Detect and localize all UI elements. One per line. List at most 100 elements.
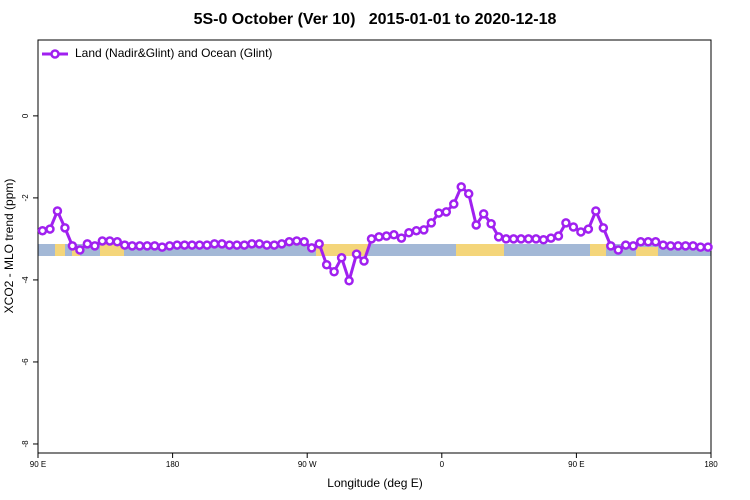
data-point bbox=[523, 234, 534, 244]
data-point bbox=[336, 253, 347, 263]
data-point bbox=[194, 240, 205, 250]
data-point bbox=[426, 218, 437, 228]
data-point bbox=[351, 249, 362, 259]
data-point bbox=[441, 207, 452, 217]
data-point bbox=[628, 241, 638, 251]
data-point bbox=[82, 239, 93, 249]
data-point bbox=[419, 225, 429, 235]
x-tick-label: 180 bbox=[166, 460, 180, 469]
data-point bbox=[277, 239, 287, 249]
data-point bbox=[613, 245, 624, 255]
data-point bbox=[224, 240, 235, 250]
data-point bbox=[411, 225, 422, 236]
y-tick-label: -6 bbox=[21, 358, 30, 366]
x-tick-label: 90 W bbox=[298, 460, 317, 469]
data-point bbox=[187, 240, 197, 250]
data-point bbox=[516, 234, 526, 244]
data-point bbox=[134, 241, 145, 251]
x-tick-label: 0 bbox=[440, 460, 445, 469]
data-point bbox=[561, 218, 571, 228]
data-point bbox=[232, 240, 242, 250]
data-point bbox=[157, 242, 167, 252]
data-point bbox=[434, 208, 444, 218]
y-tick-label: -8 bbox=[21, 440, 30, 448]
data-point bbox=[703, 242, 713, 252]
data-point bbox=[119, 240, 130, 250]
data-point bbox=[635, 237, 646, 247]
y-tick-label: 0 bbox=[21, 113, 30, 118]
data-point bbox=[471, 220, 481, 230]
data-point bbox=[127, 241, 137, 251]
data-point bbox=[531, 234, 541, 244]
data-point bbox=[359, 256, 369, 266]
data-point bbox=[299, 237, 309, 247]
x-axis-label: Longitude (deg E) bbox=[327, 476, 422, 490]
data-point bbox=[67, 241, 78, 251]
data-point bbox=[591, 206, 601, 216]
data-point bbox=[673, 241, 683, 251]
data-point bbox=[45, 224, 55, 234]
data-point bbox=[202, 240, 212, 250]
data-point bbox=[665, 241, 676, 251]
y-tick-label: -4 bbox=[21, 276, 30, 284]
data-point bbox=[680, 241, 691, 251]
chart-title: 5S-0 October (Ver 10) 2015-01-01 to 2020… bbox=[194, 11, 557, 28]
data-point bbox=[247, 239, 257, 249]
data-point bbox=[321, 260, 332, 270]
legend-label: Land (Nadir&Glint) and Ocean (Glint) bbox=[75, 46, 272, 60]
data-point bbox=[688, 241, 698, 251]
data-point bbox=[366, 234, 377, 244]
data-point bbox=[75, 245, 85, 255]
series-line bbox=[42, 184, 709, 286]
data-point bbox=[314, 239, 324, 249]
data-point bbox=[209, 239, 220, 249]
data-point bbox=[621, 240, 631, 250]
data-point bbox=[149, 241, 160, 251]
data-point bbox=[568, 222, 579, 232]
data-point bbox=[598, 223, 609, 233]
y-axis-label: XCO2 - MLO trend (ppm) bbox=[2, 179, 16, 314]
data-point bbox=[546, 233, 556, 243]
x-tick-label: 90 E bbox=[568, 460, 584, 469]
data-point bbox=[456, 182, 466, 192]
x-tick-label: 90 E bbox=[30, 460, 46, 469]
data-point bbox=[501, 234, 511, 244]
data-point bbox=[90, 241, 100, 251]
data-point bbox=[606, 241, 616, 251]
data-point bbox=[389, 230, 399, 240]
y-tick-label: -2 bbox=[21, 194, 30, 202]
data-point bbox=[306, 243, 317, 253]
data-point bbox=[486, 218, 496, 229]
data-point bbox=[381, 231, 392, 241]
data-point bbox=[284, 237, 295, 247]
data-point bbox=[374, 232, 384, 242]
data-point bbox=[254, 239, 265, 249]
data-point bbox=[396, 233, 407, 243]
data-point bbox=[105, 236, 115, 246]
data-point bbox=[262, 240, 272, 250]
data-point bbox=[478, 209, 489, 219]
x-tick-label: 180 bbox=[704, 460, 718, 469]
legend-marker bbox=[50, 49, 60, 59]
data-point bbox=[643, 237, 653, 247]
data-point bbox=[553, 231, 564, 241]
data-point bbox=[112, 237, 123, 247]
data-point bbox=[538, 234, 549, 245]
data-point bbox=[269, 240, 280, 250]
data-point bbox=[650, 237, 661, 247]
data-point bbox=[508, 234, 519, 244]
data-point bbox=[164, 241, 175, 251]
data-point bbox=[493, 232, 504, 242]
data-point bbox=[463, 189, 474, 199]
data-point bbox=[172, 240, 182, 250]
data-point bbox=[52, 206, 63, 216]
data-point bbox=[658, 240, 668, 250]
data-point bbox=[576, 227, 586, 237]
data-point bbox=[60, 223, 70, 233]
data-point bbox=[239, 240, 250, 250]
data-point bbox=[217, 239, 227, 249]
data-point bbox=[329, 266, 339, 277]
data-point bbox=[142, 241, 152, 251]
data-point bbox=[291, 236, 302, 246]
